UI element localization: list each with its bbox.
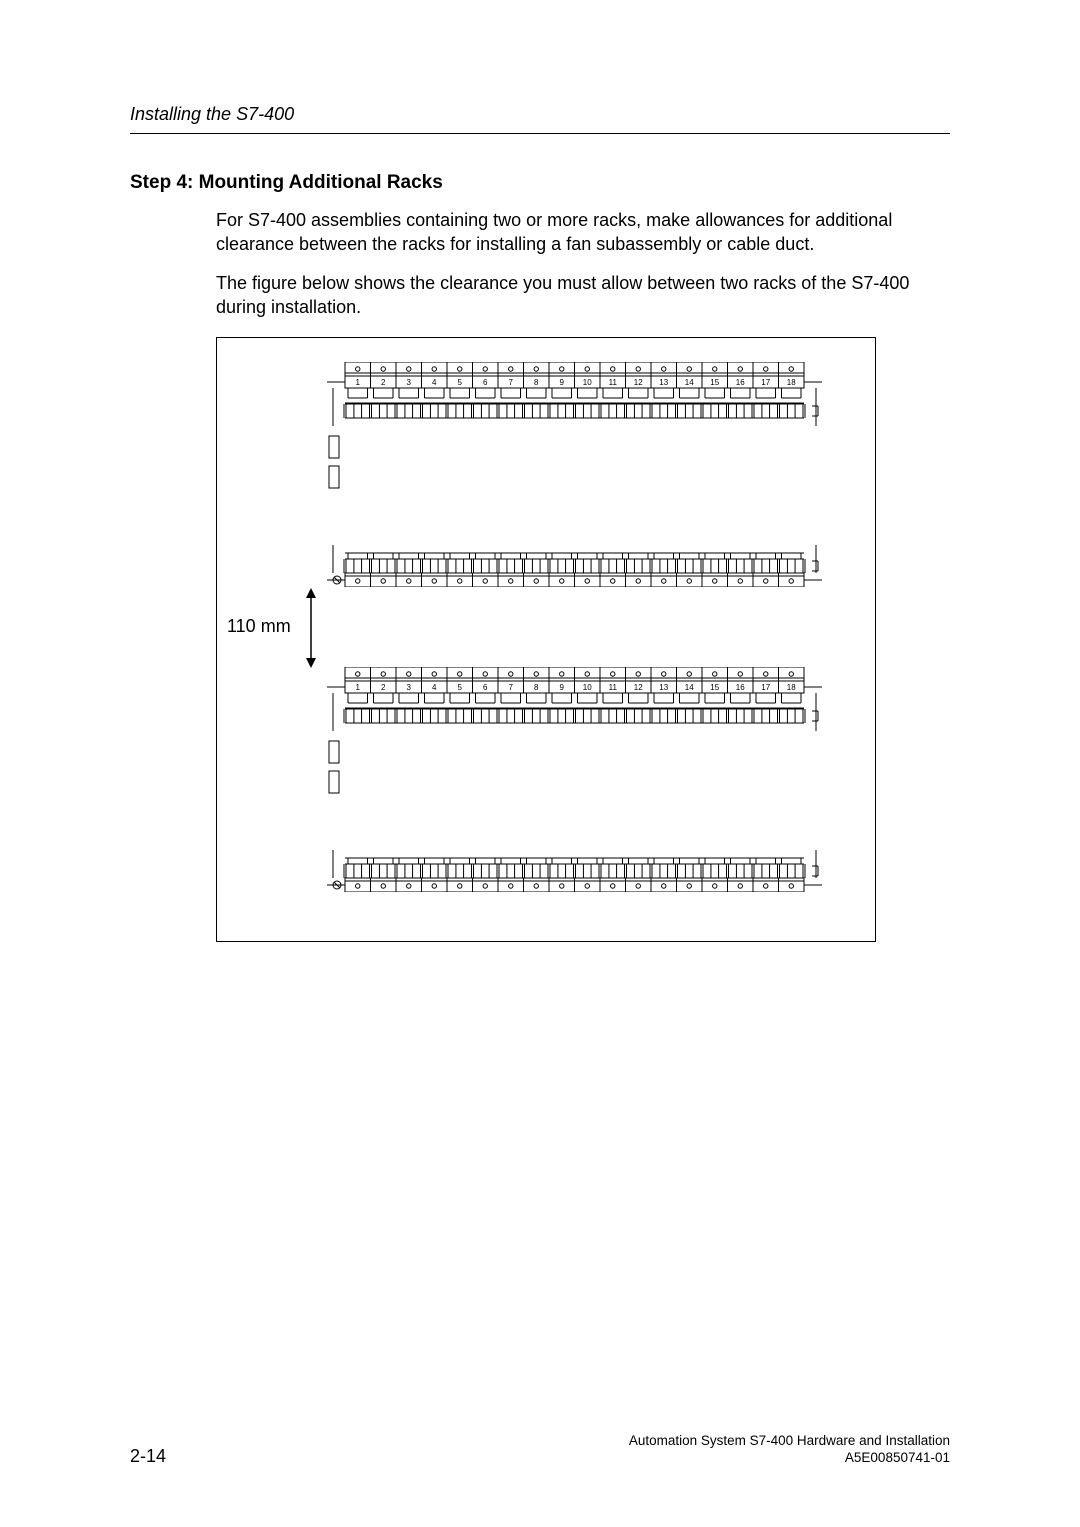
svg-text:2: 2 (381, 683, 386, 692)
svg-text:12: 12 (634, 378, 643, 387)
header-rule (130, 133, 950, 134)
svg-text:10: 10 (583, 378, 592, 387)
svg-text:2: 2 (381, 378, 386, 387)
paragraph-2: The figure below shows the clearance you… (216, 271, 926, 320)
rack-top: 123456789101112131415161718 (327, 362, 822, 587)
step-title: Step 4: Mounting Additional Racks (130, 172, 950, 194)
footer-doc-id: A5E00850741-01 (130, 1449, 950, 1467)
page: Installing the S7-400 Step 4: Mounting A… (0, 0, 1080, 1527)
svg-text:7: 7 (509, 378, 514, 387)
svg-text:14: 14 (685, 683, 694, 692)
svg-text:13: 13 (659, 378, 668, 387)
svg-text:6: 6 (483, 683, 488, 692)
svg-text:13: 13 (659, 683, 668, 692)
svg-text:4: 4 (432, 683, 437, 692)
running-head: Installing the S7-400 (130, 104, 950, 125)
page-footer: Automation System S7-400 Hardware and In… (130, 1432, 950, 1467)
svg-text:3: 3 (407, 378, 412, 387)
svg-text:8: 8 (534, 378, 539, 387)
footer-doc-title: Automation System S7-400 Hardware and In… (130, 1432, 950, 1450)
svg-text:9: 9 (560, 378, 565, 387)
svg-text:16: 16 (736, 378, 745, 387)
figure-box: 123456789101112131415161718 110 mm 12345… (216, 337, 876, 942)
svg-text:1: 1 (356, 378, 361, 387)
svg-text:6: 6 (483, 378, 488, 387)
svg-text:14: 14 (685, 378, 694, 387)
svg-text:9: 9 (560, 683, 565, 692)
clearance-arrow-icon (301, 588, 321, 668)
svg-text:16: 16 (736, 683, 745, 692)
svg-text:10: 10 (583, 683, 592, 692)
svg-text:18: 18 (787, 683, 796, 692)
figure-container: 123456789101112131415161718 110 mm 12345… (216, 337, 950, 942)
svg-text:17: 17 (761, 683, 770, 692)
svg-text:12: 12 (634, 683, 643, 692)
paragraph-1: For S7-400 assemblies containing two or … (216, 208, 926, 257)
svg-text:4: 4 (432, 378, 437, 387)
svg-text:7: 7 (509, 683, 514, 692)
svg-text:15: 15 (710, 378, 719, 387)
svg-text:3: 3 (407, 683, 412, 692)
svg-text:8: 8 (534, 683, 539, 692)
rack-bottom: 123456789101112131415161718 (327, 667, 822, 892)
footer-page-number: 2-14 (130, 1446, 166, 1467)
footer-right: Automation System S7-400 Hardware and In… (130, 1432, 950, 1467)
svg-text:11: 11 (609, 683, 618, 692)
clearance-value: 110 mm (227, 616, 291, 637)
svg-text:1: 1 (356, 683, 361, 692)
svg-text:17: 17 (761, 378, 770, 387)
svg-text:15: 15 (710, 683, 719, 692)
svg-text:5: 5 (458, 378, 463, 387)
svg-text:18: 18 (787, 378, 796, 387)
svg-text:11: 11 (609, 378, 618, 387)
svg-text:5: 5 (458, 683, 463, 692)
clearance-label: 110 mm (227, 616, 291, 637)
